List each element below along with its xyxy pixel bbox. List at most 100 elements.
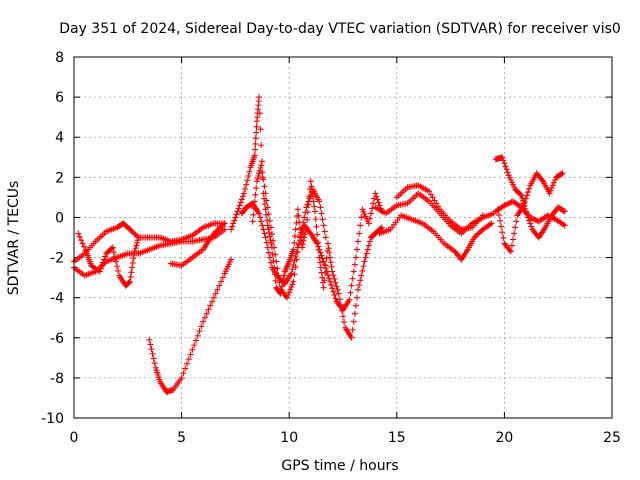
data-point <box>258 162 265 169</box>
data-point <box>539 177 546 184</box>
data-point <box>236 202 243 209</box>
x-tick-label: 10 <box>280 430 298 446</box>
y-tick-label: -4 <box>50 291 64 307</box>
data-point <box>355 238 362 245</box>
data-point <box>544 212 551 219</box>
x-tick-label: 15 <box>388 430 406 446</box>
data-point <box>318 210 325 217</box>
data-point <box>267 259 274 266</box>
data-point <box>526 185 533 192</box>
data-point <box>431 197 438 204</box>
data-point <box>348 282 355 289</box>
data-point <box>357 277 364 284</box>
data-point <box>324 271 331 278</box>
data-point <box>302 209 309 216</box>
data-point <box>320 258 327 265</box>
data-point <box>511 230 518 237</box>
data-point <box>295 241 302 248</box>
data-point <box>334 286 341 293</box>
data-point <box>263 239 270 246</box>
data-point <box>523 192 530 199</box>
data-point <box>356 230 363 237</box>
data-point <box>498 223 505 230</box>
data-point <box>321 228 328 235</box>
data-point <box>349 326 356 333</box>
data-point <box>133 242 140 249</box>
data-point <box>530 215 537 222</box>
data-point <box>513 218 520 225</box>
data-point <box>488 220 495 227</box>
data-point <box>254 175 261 182</box>
data-point <box>232 214 239 221</box>
series-track-5 <box>146 256 235 395</box>
data-point <box>274 265 281 272</box>
y-tick-label: 0 <box>55 210 64 226</box>
x-tick-label: 5 <box>177 430 186 446</box>
data-point <box>317 259 324 266</box>
data-point <box>242 186 249 193</box>
data-point <box>377 225 384 232</box>
data-point <box>233 211 240 218</box>
data-point <box>251 152 258 159</box>
data-point <box>239 193 246 200</box>
data-point <box>547 213 554 220</box>
data-point <box>341 319 348 326</box>
data-point <box>314 240 321 247</box>
data-point <box>560 221 567 228</box>
data-point <box>256 210 263 217</box>
data-point <box>221 220 228 227</box>
data-point <box>500 234 507 241</box>
data-point <box>253 129 260 136</box>
data-point <box>517 203 524 210</box>
data-point <box>327 278 334 285</box>
data-point <box>559 170 566 177</box>
data-point <box>205 306 212 313</box>
data-point <box>272 277 279 284</box>
data-point <box>306 229 313 236</box>
data-point <box>132 231 139 238</box>
data-point <box>312 208 319 215</box>
data-point <box>549 182 556 189</box>
data-point <box>146 336 153 343</box>
data-point <box>527 214 534 221</box>
data-point <box>475 230 482 237</box>
data-point <box>293 219 300 226</box>
data-point <box>253 185 260 192</box>
data-point <box>266 229 273 236</box>
data-point <box>272 251 279 258</box>
data-point <box>329 268 336 275</box>
data-point <box>98 262 105 269</box>
data-point <box>213 228 220 235</box>
data-point <box>191 342 198 349</box>
data-point <box>230 220 237 227</box>
data-point <box>131 247 138 254</box>
data-point <box>218 278 225 285</box>
data-point <box>115 267 122 274</box>
data-point <box>292 263 299 270</box>
data-point <box>257 164 264 171</box>
data-point <box>259 222 266 229</box>
data-point <box>323 268 330 275</box>
data-point <box>365 220 372 227</box>
data-point <box>288 283 295 290</box>
data-point <box>256 170 263 177</box>
data-point <box>346 296 353 303</box>
data-point <box>307 178 314 185</box>
plot-area <box>73 56 613 419</box>
data-point <box>357 222 364 229</box>
data-point <box>317 249 324 256</box>
data-point <box>352 302 359 309</box>
data-point <box>369 205 376 212</box>
data-point <box>110 249 117 256</box>
data-point <box>129 259 136 266</box>
data-point <box>506 247 513 254</box>
data-point <box>263 197 270 204</box>
y-tick-label: 8 <box>55 50 64 66</box>
data-point <box>207 302 214 309</box>
data-point <box>300 237 307 244</box>
data-point <box>319 216 326 223</box>
series-track-2 <box>71 226 228 279</box>
data-point <box>134 233 141 240</box>
data-point <box>196 328 203 335</box>
data-point <box>301 214 308 221</box>
